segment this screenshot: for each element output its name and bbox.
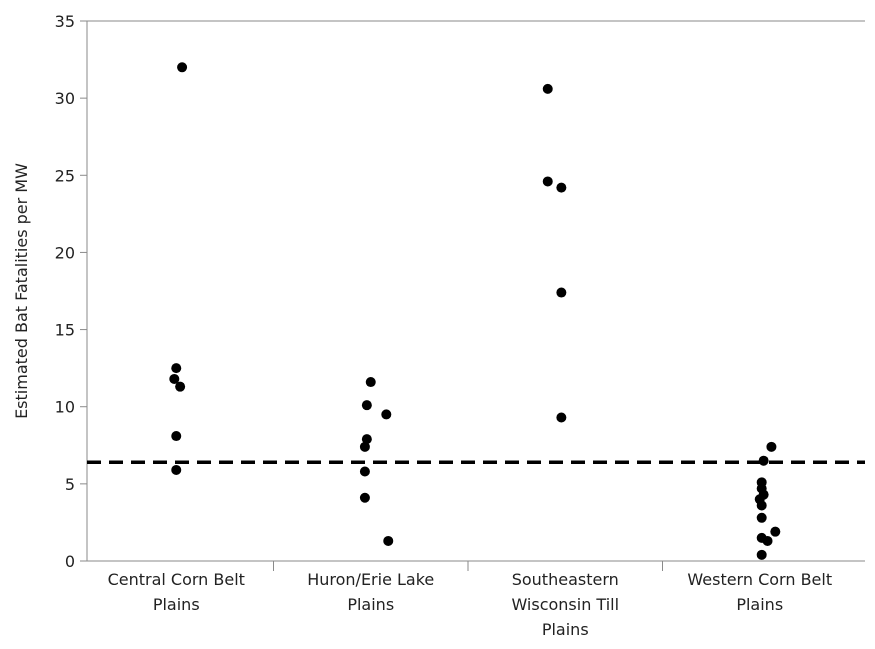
data-point bbox=[175, 381, 186, 392]
data-point bbox=[556, 182, 567, 193]
data-point bbox=[756, 549, 767, 560]
y-tick-label: 5 bbox=[65, 475, 75, 494]
data-point bbox=[171, 464, 182, 475]
x-category-label: Western Corn Belt Plains bbox=[687, 570, 832, 614]
data-point bbox=[359, 492, 370, 503]
data-point bbox=[359, 441, 370, 452]
data-point bbox=[361, 400, 372, 411]
y-axis-title: Estimated Bat Fatalities per MW bbox=[12, 163, 31, 419]
data-point bbox=[556, 287, 567, 298]
data-point bbox=[542, 83, 553, 94]
x-axis-ticks: Central Corn Belt Plains Huron/Erie Lake Pl… bbox=[108, 561, 832, 639]
plot-frame bbox=[86, 20, 865, 562]
data-point bbox=[171, 431, 182, 442]
x-category-label-line: Plains bbox=[347, 595, 394, 614]
data-point bbox=[365, 377, 376, 388]
y-tick-label: 35 bbox=[55, 12, 75, 31]
data-point bbox=[770, 526, 781, 537]
data-point bbox=[756, 512, 767, 523]
data-point bbox=[171, 363, 182, 374]
y-tick-label: 10 bbox=[55, 398, 75, 417]
x-category-label: Central Corn Belt Plains bbox=[108, 570, 245, 614]
data-point bbox=[766, 441, 777, 452]
y-tick-label: 20 bbox=[55, 243, 75, 262]
data-points bbox=[169, 62, 781, 560]
x-category-label: Southeastern Wisconsin Till Plains bbox=[511, 570, 619, 639]
data-point bbox=[381, 409, 392, 420]
y-tick-label: 25 bbox=[55, 166, 75, 185]
data-point bbox=[383, 535, 394, 546]
x-category-label-line: Wisconsin Till bbox=[511, 595, 619, 614]
x-category-label-line: Plains bbox=[542, 620, 589, 639]
x-category-label: Huron/Erie Lake Plains bbox=[307, 570, 434, 614]
data-point bbox=[556, 412, 567, 423]
data-point bbox=[359, 466, 370, 477]
data-point bbox=[756, 500, 767, 511]
x-category-label-line: Huron/Erie Lake bbox=[307, 570, 434, 589]
x-category-label-line: Plains bbox=[153, 595, 200, 614]
data-point bbox=[361, 434, 372, 445]
y-tick-label: 15 bbox=[55, 321, 75, 340]
data-point bbox=[177, 62, 188, 73]
x-category-label-line: Western Corn Belt bbox=[687, 570, 832, 589]
data-point bbox=[542, 176, 553, 187]
y-tick-label: 0 bbox=[65, 552, 75, 571]
data-point bbox=[169, 373, 180, 384]
y-axis-ticks: 0 5 10 15 20 25 30 35 bbox=[55, 12, 87, 571]
x-category-label-line: Central Corn Belt bbox=[108, 570, 245, 589]
x-category-label-line: Plains bbox=[736, 595, 783, 614]
data-point bbox=[758, 455, 769, 466]
x-category-label-line: Southeastern bbox=[512, 570, 619, 589]
data-point bbox=[762, 535, 773, 546]
y-tick-label: 30 bbox=[55, 89, 75, 108]
